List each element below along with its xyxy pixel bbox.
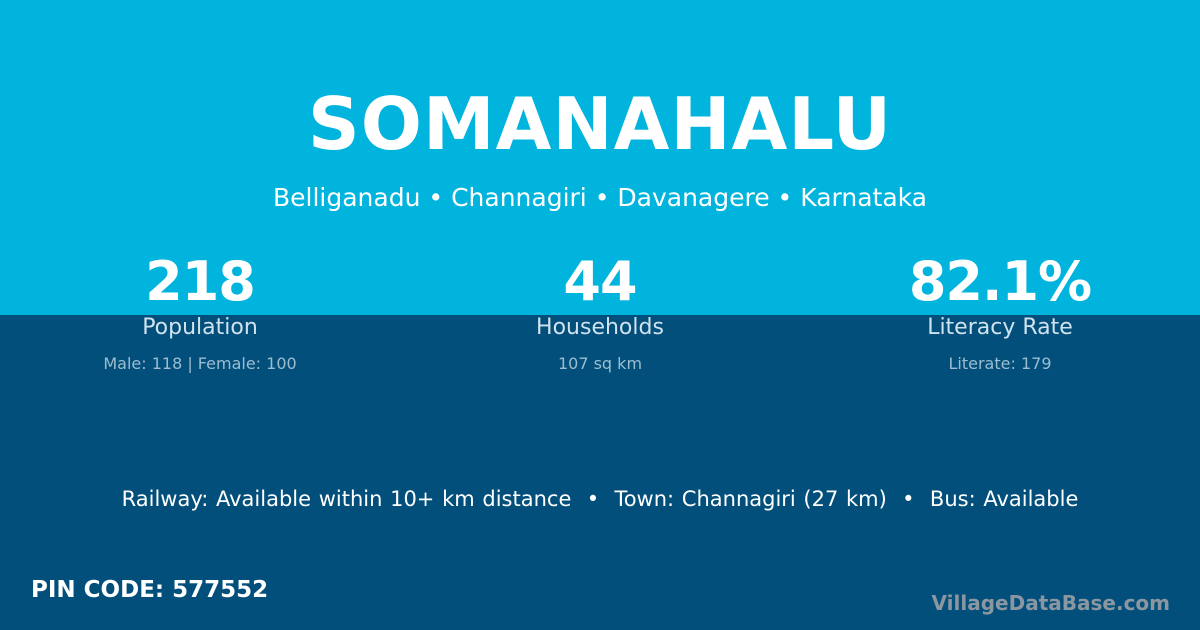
amenities-line: Railway: Available within 10+ km distanc… <box>121 487 1079 511</box>
population-label: Population <box>142 315 258 340</box>
population-detail: Male: 118 | Female: 100 <box>103 354 297 373</box>
village-name: SOMANAHALU <box>307 82 893 166</box>
footer-band <box>0 315 1200 630</box>
population-value: 218 <box>145 250 256 313</box>
breadcrumb: Belliganadu • Channagiri • Davanagere • … <box>273 183 927 212</box>
pin-code: PIN CODE: 577552 <box>31 577 269 603</box>
households-detail: 107 sq km <box>557 354 643 373</box>
brand-logo: VillageDataBase.com <box>931 591 1170 615</box>
header-band <box>0 0 1200 315</box>
households-label: Households <box>536 315 664 340</box>
households-value: 44 <box>563 250 637 313</box>
literacy-value: 82.1% <box>908 250 1092 313</box>
literacy-detail: Literate: 179 <box>948 354 1052 373</box>
literacy-label: Literacy Rate <box>927 315 1073 340</box>
